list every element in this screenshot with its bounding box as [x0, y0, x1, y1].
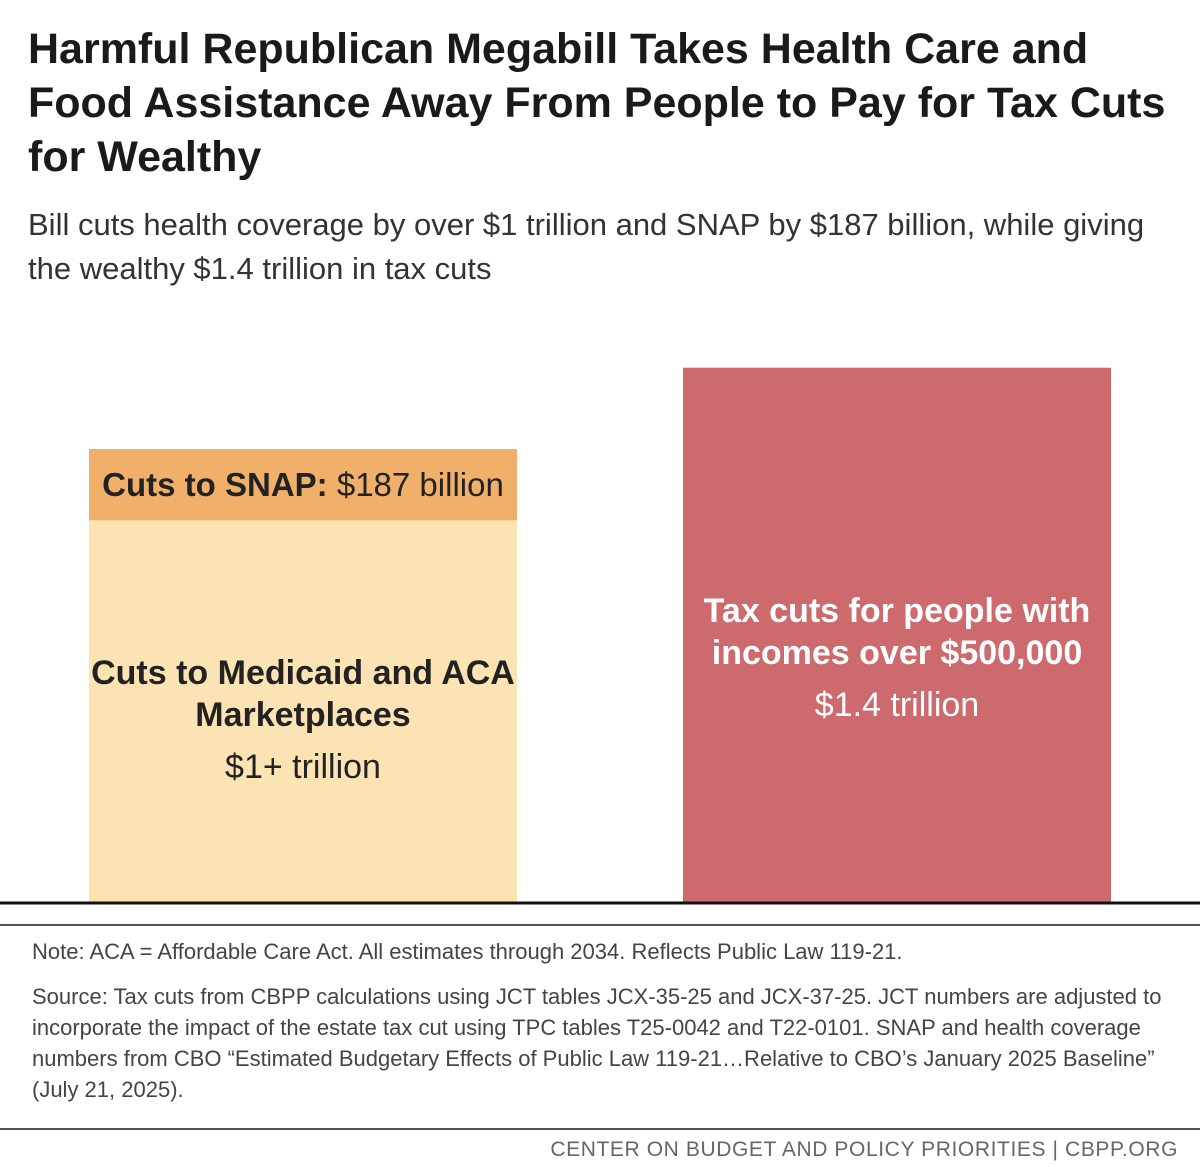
- snap-label-value: $187 billion: [337, 466, 504, 503]
- divider-top: [0, 924, 1200, 926]
- divider-bottom: [0, 1128, 1200, 1130]
- medicaid-segment-label: Cuts to Medicaid and ACA Marketplaces $1…: [89, 600, 517, 840]
- tax-label-value: $1.4 trillion: [815, 684, 979, 726]
- page-subtitle: Bill cuts health coverage by over $1 tri…: [28, 203, 1178, 291]
- footer-credit: CENTER ON BUDGET AND POLICY PRIORITIES |…: [550, 1138, 1178, 1162]
- page-title: Harmful Republican Megabill Takes Health…: [28, 22, 1178, 184]
- bar-chart: Cuts to SNAP: $187 billion Cuts to Medic…: [0, 300, 1200, 910]
- tax-segment-label: Tax cuts for people with incomes over $5…: [683, 538, 1111, 778]
- medicaid-label-value: $1+ trillion: [225, 746, 381, 788]
- medicaid-label-name: Cuts to Medicaid and ACA Marketplaces: [89, 652, 517, 736]
- chart-note: Note: ACA = Affordable Care Act. All est…: [32, 936, 1172, 967]
- tax-label-name: Tax cuts for people with incomes over $5…: [683, 590, 1111, 674]
- snap-segment-label: Cuts to SNAP: $187 billion: [89, 449, 517, 520]
- snap-label-name: Cuts to SNAP:: [102, 466, 328, 503]
- chart-source: Source: Tax cuts from CBPP calculations …: [32, 981, 1172, 1105]
